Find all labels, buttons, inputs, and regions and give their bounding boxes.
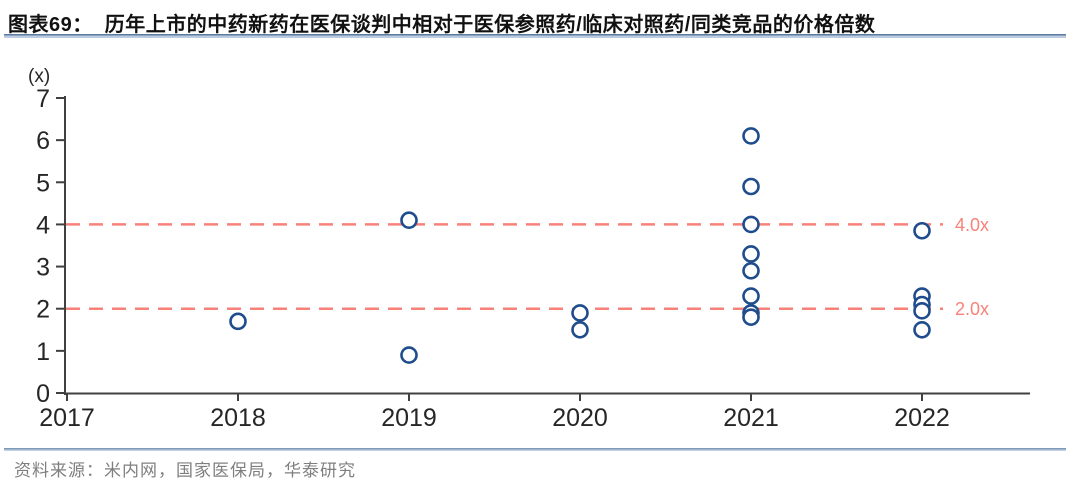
y-tick-label: 2 [36,296,50,324]
data-point [742,215,760,234]
x-tick-label: 2018 [210,404,266,432]
data-point [400,346,418,364]
data-points-layer [229,127,931,364]
data-point [742,127,760,145]
data-point [742,287,760,305]
figure-number: 图表69： [8,14,93,36]
reference-line-label: 2.0x [955,299,989,319]
data-point [742,245,760,263]
data-point [742,261,760,280]
reference-lines-layer: 4.0x 2.0x [66,215,989,319]
y-tick-label: 7 [36,85,50,113]
y-tick-label: 5 [36,169,50,197]
y-tick-label: 4 [36,211,50,239]
source-note: 资料来源：米内网，国家医保局，华泰研究 [14,461,356,480]
data-point [571,304,589,322]
figure-title: 图表69： 历年上市的中药新药在医保谈判中相对于医保参照药/临床对照药/同类竞品的… [8,8,1066,37]
footer-divider [4,448,1066,451]
axes-layer [64,96,1030,395]
data-point [742,177,760,196]
data-point [913,320,931,339]
data-point [229,312,247,331]
y-axis-unit-label: (x) [28,66,50,87]
x-tick-label: 2017 [39,404,95,432]
ticks-layer: 0 1 2 3 4 5 6 7 2017 2018 2019 2020 2021 2022 [36,85,950,432]
x-tick-label: 2020 [552,404,608,432]
figure-title-text: 历年上市的中药新药在医保谈判中相对于医保参照药/临床对照药/同类竞品的价格倍数 [104,14,876,36]
x-tick-label: 2021 [723,404,779,432]
title-divider [4,34,1066,38]
x-tick-label: 2022 [894,404,950,432]
reference-line-label: 4.0x [955,215,989,235]
data-point [742,308,760,326]
y-tick-label: 6 [36,127,50,155]
data-point [913,302,931,320]
y-tick-label: 1 [36,338,50,366]
data-point [571,320,589,339]
y-tick-label: 0 [36,380,50,408]
y-tick-label: 3 [36,254,50,282]
x-tick-label: 2019 [381,404,437,432]
data-point [913,221,931,240]
data-point [400,211,418,230]
